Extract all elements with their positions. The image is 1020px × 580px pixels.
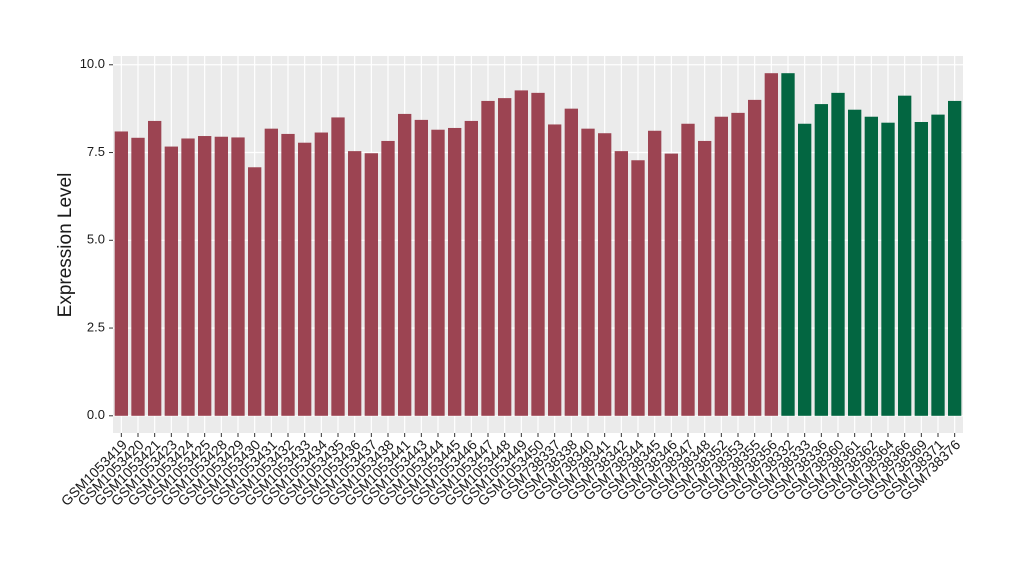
bar [731,112,745,416]
bar [848,109,862,416]
bar [364,153,378,416]
bar [681,123,695,416]
bar [114,131,128,416]
bar [148,120,162,416]
bar [248,167,262,416]
bar [648,130,662,416]
bar [498,98,512,416]
bar [214,136,228,416]
bar [881,122,895,416]
bar [314,132,328,416]
bar [181,138,195,416]
bar [814,104,828,416]
bar [348,151,362,416]
bar [781,73,795,416]
bar [664,153,678,416]
bar [298,142,312,416]
bar [264,128,278,416]
bar [381,140,395,416]
bar [581,128,595,416]
bar [231,137,245,416]
bar [898,95,912,416]
bar [414,119,428,416]
y-axis-title: Expression Level [55,173,76,318]
y-tick-label: 10.0 [80,56,105,71]
bar [764,73,778,416]
bar [281,133,295,416]
bar [631,160,645,416]
y-tick-label: 7.5 [87,144,105,159]
bar [864,116,878,416]
bar [614,151,628,416]
bar [914,121,928,416]
bar [748,99,762,416]
bar [598,133,612,416]
bar [514,90,528,416]
bar [831,92,845,416]
bar [398,113,412,416]
bar [931,114,945,416]
bar [548,124,562,416]
bar [464,120,478,416]
bar [481,100,495,416]
bar [448,127,462,416]
bar [531,92,545,416]
y-tick-label: 0.0 [87,407,105,422]
bar [431,129,445,416]
y-tick-label: 5.0 [87,232,105,247]
bar [564,108,578,416]
bar [198,136,212,416]
y-tick-label: 2.5 [87,319,105,334]
bar [714,116,728,416]
bar [131,137,145,416]
bar [164,146,178,416]
bar [698,140,712,416]
bar [948,100,962,416]
bar [798,123,812,416]
bar [331,117,345,416]
